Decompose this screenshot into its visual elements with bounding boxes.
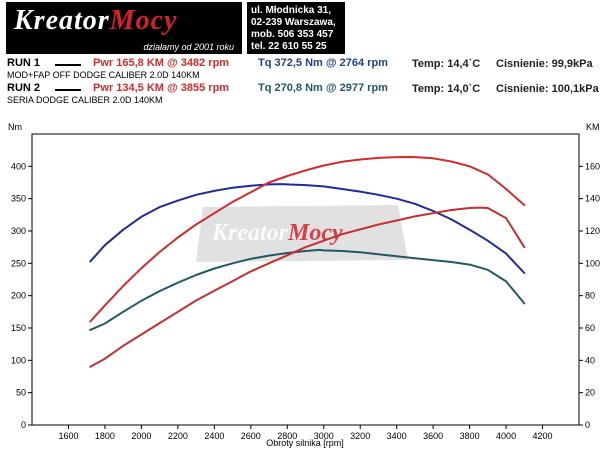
y-left-tick-label: 150 [11,323,26,333]
y-right-tick-label: 140 [585,194,600,204]
run2-description: SERIA DODGE CALIBER 2.0D 140KM [7,95,163,105]
x-tick-label: 1800 [95,431,115,441]
run2-pressure: Cisnienie: 100,1kPa [496,83,599,95]
x-tick-label: 4000 [496,431,516,441]
y-left-tick-label: 0 [21,420,26,430]
run2-label: RUN 2 [7,82,41,94]
watermark-word-white: Kreator [211,220,289,246]
run1-description: MOD+FAP OFF DODGE CALIBER 2.0D 140KM [7,70,200,80]
y-left-tick-label: 350 [11,194,26,204]
y-right-tick-label: 120 [585,226,600,236]
plot-frame [31,133,580,426]
y-left-tick-label: 50 [16,388,26,398]
x-tick-label: 2800 [277,431,297,441]
y-right-tick-label: 0 [585,420,590,430]
y-axis-left-label: Nm [8,122,22,132]
logo-word-white: Kreator [14,5,110,36]
run1-temp: Temp: 14,4`C [412,58,481,70]
watermark: KreatorMocy [196,205,408,262]
y-right-tick-label: 100 [585,258,600,268]
x-axis-label: Obroty silnika [rpm] [266,438,344,448]
address-line-mobile: mob. 506 353 457 [251,29,334,40]
address-line-street: ul. Młodnicka 31, [251,5,332,16]
x-tick-label: 3400 [387,431,407,441]
y-left-tick-label: 100 [11,355,26,365]
x-tick-label: 3800 [460,431,480,441]
y-right-tick-label: 60 [585,323,595,333]
run2-legend-dash [55,89,81,91]
x-tick-label: 2400 [204,431,224,441]
x-tick-label: 3600 [423,431,443,441]
x-tick-label: 2000 [131,431,151,441]
series-line-torque-run2 [89,248,526,331]
y-left-tick-label: 300 [11,226,26,236]
y-left-tick-label: 250 [11,258,26,268]
y-right-tick-label: 80 [585,291,595,301]
run1-label: RUN 1 [7,57,41,69]
address-box: ul. Młodnicka 31, 02-239 Warszawa, mob. … [247,2,345,54]
watermark-plate [196,205,408,262]
run1-pressure: Cisnienie: 99,9kPa [496,58,593,70]
run1-torque: Tq 372,5 Nm @ 2764 rpm [258,57,388,69]
run1-legend-dash [55,64,81,66]
y-right-tick-label: 40 [585,355,595,365]
x-tick-label: 4200 [533,431,553,441]
run1-power: Pwr 165,8 KM @ 3482 rpm [93,57,230,69]
x-tick-label: 2200 [168,431,188,441]
watermark-wordmark: KreatorMocy [211,220,343,246]
run2-temp: Temp: 14,0`C [412,83,481,95]
y-left-tick-label: 400 [11,161,26,171]
address-line-city: 02-239 Warszawa, [251,17,336,28]
logo-subtitle: działamy od 2001 roku [143,42,234,52]
y-right-tick-label: 160 [585,161,600,171]
series-line-power-run2 [89,206,526,368]
y-left-tick-label: 200 [11,291,26,301]
logo-word-red: Mocy [109,5,178,36]
logo-wordmark: KreatorMocy [14,5,177,37]
x-tick-label: 3000 [314,431,334,441]
series-line-power-run1 [89,156,526,323]
x-tick-label: 2600 [241,431,261,441]
run2-torque: Tq 270,8 Nm @ 2977 rpm [258,82,388,94]
series-line-torque-run1 [89,183,526,274]
address-line-phone: tel. 22 610 55 25 [251,41,327,52]
x-tick-label: 3200 [350,431,370,441]
logo-box: KreatorMocy działamy od 2001 roku [6,2,242,54]
watermark-word-red: Mocy [287,220,343,246]
y-axis-right-label: KM [586,122,600,132]
run2-power: Pwr 134,5 KM @ 3855 rpm [93,82,230,94]
y-right-tick-label: 20 [585,388,595,398]
x-tick-label: 1600 [58,431,78,441]
